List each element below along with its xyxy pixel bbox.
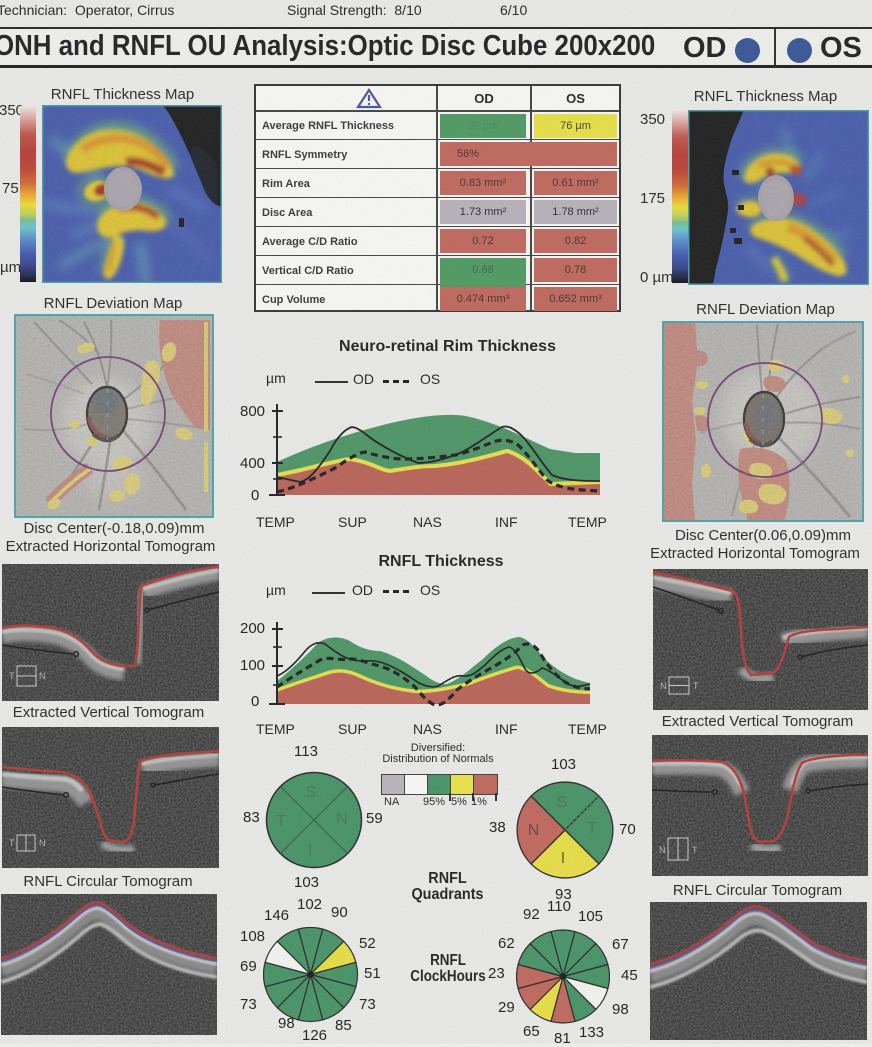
svg-text:T: T	[9, 671, 15, 681]
svg-text:S: S	[306, 784, 317, 801]
svg-text:T: T	[693, 681, 699, 691]
svg-text:N: N	[39, 671, 46, 681]
svg-text:S: S	[557, 794, 568, 811]
svg-text:N: N	[336, 811, 348, 828]
svg-text:I: I	[561, 850, 565, 867]
svg-text:T: T	[276, 813, 286, 830]
svg-text:I: I	[308, 842, 312, 859]
svg-text:N: N	[528, 822, 540, 839]
svg-text:N: N	[660, 681, 667, 691]
svg-text:N: N	[659, 845, 666, 855]
svg-text:T: T	[9, 838, 15, 848]
svg-text:N: N	[39, 838, 46, 848]
svg-text:T: T	[587, 820, 597, 837]
svg-text:T: T	[692, 845, 698, 855]
